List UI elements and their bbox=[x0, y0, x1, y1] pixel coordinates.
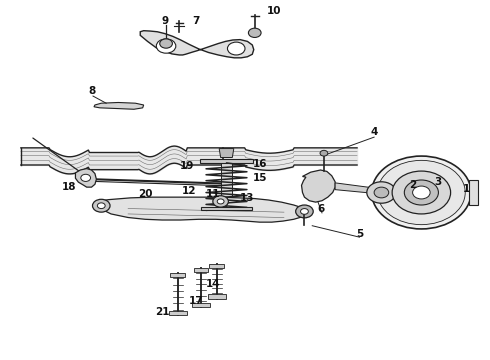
Polygon shape bbox=[335, 183, 384, 194]
Circle shape bbox=[213, 196, 228, 207]
Circle shape bbox=[392, 171, 451, 214]
Text: 11: 11 bbox=[206, 189, 220, 199]
Circle shape bbox=[367, 182, 396, 203]
Text: 1: 1 bbox=[463, 184, 470, 194]
Text: 17: 17 bbox=[189, 296, 203, 306]
Circle shape bbox=[295, 205, 313, 218]
Text: 9: 9 bbox=[161, 16, 168, 26]
Circle shape bbox=[404, 180, 439, 205]
Text: 16: 16 bbox=[252, 159, 267, 169]
Circle shape bbox=[413, 186, 430, 199]
Circle shape bbox=[217, 199, 224, 204]
Polygon shape bbox=[194, 267, 208, 272]
Circle shape bbox=[81, 174, 91, 181]
Polygon shape bbox=[171, 273, 185, 277]
Bar bbox=[220, 161, 232, 206]
Circle shape bbox=[300, 208, 308, 214]
Text: 6: 6 bbox=[317, 203, 324, 213]
Polygon shape bbox=[301, 170, 335, 202]
Text: 19: 19 bbox=[179, 161, 194, 171]
Polygon shape bbox=[201, 207, 252, 210]
Text: 21: 21 bbox=[155, 307, 170, 317]
Text: 14: 14 bbox=[206, 279, 220, 289]
Polygon shape bbox=[208, 294, 225, 298]
Text: 10: 10 bbox=[267, 6, 281, 17]
Text: 15: 15 bbox=[252, 173, 267, 183]
Text: 8: 8 bbox=[88, 86, 95, 96]
Circle shape bbox=[374, 187, 389, 198]
Polygon shape bbox=[140, 31, 254, 58]
Polygon shape bbox=[200, 159, 253, 163]
Circle shape bbox=[320, 150, 328, 156]
Text: 12: 12 bbox=[182, 186, 196, 196]
Text: 2: 2 bbox=[410, 180, 416, 190]
Circle shape bbox=[372, 156, 471, 229]
Text: 5: 5 bbox=[356, 229, 363, 239]
Polygon shape bbox=[94, 103, 144, 109]
Bar bbox=[469, 180, 478, 205]
Circle shape bbox=[160, 39, 172, 48]
Circle shape bbox=[156, 39, 176, 53]
Polygon shape bbox=[219, 149, 234, 157]
Polygon shape bbox=[209, 264, 224, 268]
Circle shape bbox=[93, 199, 110, 212]
Polygon shape bbox=[193, 302, 210, 307]
Text: 7: 7 bbox=[193, 16, 200, 26]
Polygon shape bbox=[169, 311, 187, 315]
Text: 3: 3 bbox=[434, 177, 441, 187]
Circle shape bbox=[98, 203, 105, 208]
Circle shape bbox=[248, 28, 261, 37]
Circle shape bbox=[377, 160, 465, 225]
Text: 18: 18 bbox=[61, 182, 76, 192]
Polygon shape bbox=[97, 197, 306, 222]
Text: 13: 13 bbox=[240, 193, 255, 203]
Polygon shape bbox=[75, 168, 97, 187]
Text: 20: 20 bbox=[138, 189, 152, 199]
Text: 4: 4 bbox=[370, 127, 378, 137]
Circle shape bbox=[227, 42, 245, 55]
